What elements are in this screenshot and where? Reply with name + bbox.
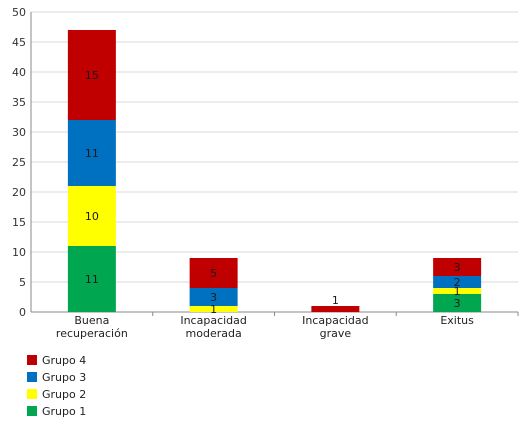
- data-label: 15: [85, 69, 99, 82]
- y-tick-label: 20: [12, 186, 26, 199]
- x-category-label: recuperación: [56, 327, 128, 340]
- tick-labels: 05101520253035404550BuenarecuperaciónInc…: [12, 6, 474, 340]
- bar-segment-grupo-2: [67, 186, 116, 246]
- y-tick-label: 30: [12, 126, 26, 139]
- data-label: 3: [454, 297, 461, 310]
- data-label: 5: [210, 267, 217, 280]
- data-label: 2: [454, 276, 461, 289]
- bar-segment-grupo-3: [433, 276, 482, 288]
- legend: Grupo 4 Grupo 3 Grupo 2 Grupo 1: [27, 354, 86, 418]
- y-tick-label: 15: [12, 216, 26, 229]
- legend-label: Grupo 1: [42, 405, 86, 418]
- bar-segment-grupo-3: [67, 120, 116, 186]
- bar-segment-grupo-1: [433, 294, 482, 312]
- data-label: 11: [85, 273, 99, 286]
- x-category-label: Incapacidad: [302, 314, 369, 327]
- legend-label: Grupo 4: [42, 354, 86, 367]
- data-label: 3: [454, 261, 461, 274]
- legend-label: Grupo 3: [42, 371, 86, 384]
- x-category-label: Incapacidad: [180, 314, 247, 327]
- data-label: 1: [210, 303, 217, 316]
- y-tick-label: 10: [12, 246, 26, 259]
- legend-swatch: [27, 355, 37, 365]
- x-category-label: grave: [320, 327, 352, 340]
- bar-segment-grupo-4: [311, 306, 360, 312]
- y-tick-label: 45: [12, 36, 26, 49]
- bars: [67, 30, 482, 312]
- legend-swatch: [27, 372, 37, 382]
- y-tick-label: 5: [19, 276, 26, 289]
- bar-segment-grupo-2: [189, 306, 238, 312]
- data-label: 1: [332, 294, 339, 307]
- x-category-label: Buena: [74, 314, 109, 327]
- data-label: 11: [85, 147, 99, 160]
- y-tick-label: 35: [12, 96, 26, 109]
- legend-label: Grupo 2: [42, 388, 86, 401]
- x-category-label: Exitus: [440, 314, 474, 327]
- y-tick-label: 0: [19, 306, 26, 319]
- bar-segment-grupo-4: [433, 258, 482, 276]
- data-label: 10: [85, 210, 99, 223]
- bar-segment-grupo-3: [189, 288, 238, 306]
- x-category-label: moderada: [186, 327, 242, 340]
- data-label: 3: [210, 291, 217, 304]
- y-tick-label: 40: [12, 66, 26, 79]
- bar-segment-grupo-4: [67, 30, 116, 120]
- bar-segment-grupo-1: [67, 246, 116, 312]
- data-label: 1: [454, 285, 461, 298]
- legend-swatch: [27, 406, 37, 416]
- y-tick-label: 25: [12, 156, 26, 169]
- bar-segment-grupo-2: [433, 288, 482, 294]
- y-tick-label: 50: [12, 6, 26, 19]
- bar-segment-grupo-4: [189, 258, 238, 288]
- legend-swatch: [27, 389, 37, 399]
